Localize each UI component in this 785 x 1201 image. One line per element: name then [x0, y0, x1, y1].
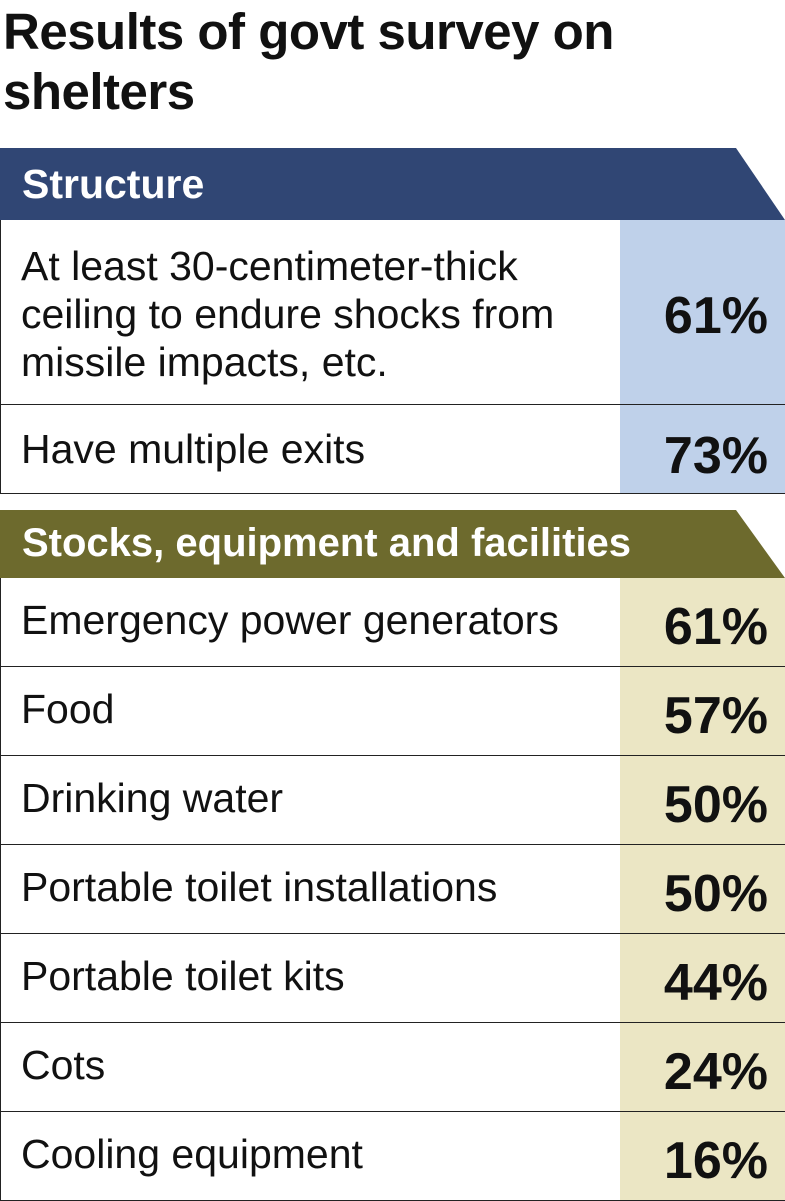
row-label: Cooling equipment: [21, 1131, 363, 1177]
stocks-table: Emergency power generators 61% Food 57% …: [0, 578, 785, 1201]
table-row: Drinking water 50%: [1, 756, 785, 845]
row-value: 73%: [620, 405, 785, 493]
row-label: Have multiple exits: [21, 426, 366, 472]
row-label: Portable toilet installations: [21, 864, 498, 910]
table-row: Cots 24%: [1, 1023, 785, 1112]
row-value: 50%: [620, 845, 785, 933]
row-label: Food: [21, 686, 115, 732]
structure-table: At least 30-centimeter-thick ceiling to …: [0, 220, 785, 494]
row-value: 50%: [620, 756, 785, 844]
table-row: Cooling equipment 16%: [1, 1112, 785, 1201]
row-value: 61%: [620, 578, 785, 666]
page-title: Results of govt survey on shelters: [3, 3, 614, 120]
table-row: Emergency power generators 61%: [1, 578, 785, 667]
row-label: Emergency power generators: [21, 597, 559, 643]
section-heading-structure: Structure: [0, 148, 785, 220]
row-value: 16%: [620, 1112, 785, 1200]
row-value: 24%: [620, 1023, 785, 1111]
table-row: Portable toilet kits 44%: [1, 934, 785, 1023]
table-row: At least 30-centimeter-thick ceiling to …: [1, 220, 785, 405]
table-row: Food 57%: [1, 667, 785, 756]
row-label: At least 30-centimeter-thick ceiling to …: [21, 243, 555, 385]
table-row: Have multiple exits 73%: [1, 405, 785, 494]
row-label: Cots: [21, 1042, 106, 1088]
row-value: 44%: [620, 934, 785, 1022]
table-row: Portable toilet installations 50%: [1, 845, 785, 934]
row-value: 61%: [620, 220, 785, 404]
row-label: Portable toilet kits: [21, 953, 345, 999]
section-heading-stocks: Stocks, equipment and facilities: [0, 510, 785, 578]
row-value: 57%: [620, 667, 785, 755]
row-label: Drinking water: [21, 775, 284, 821]
